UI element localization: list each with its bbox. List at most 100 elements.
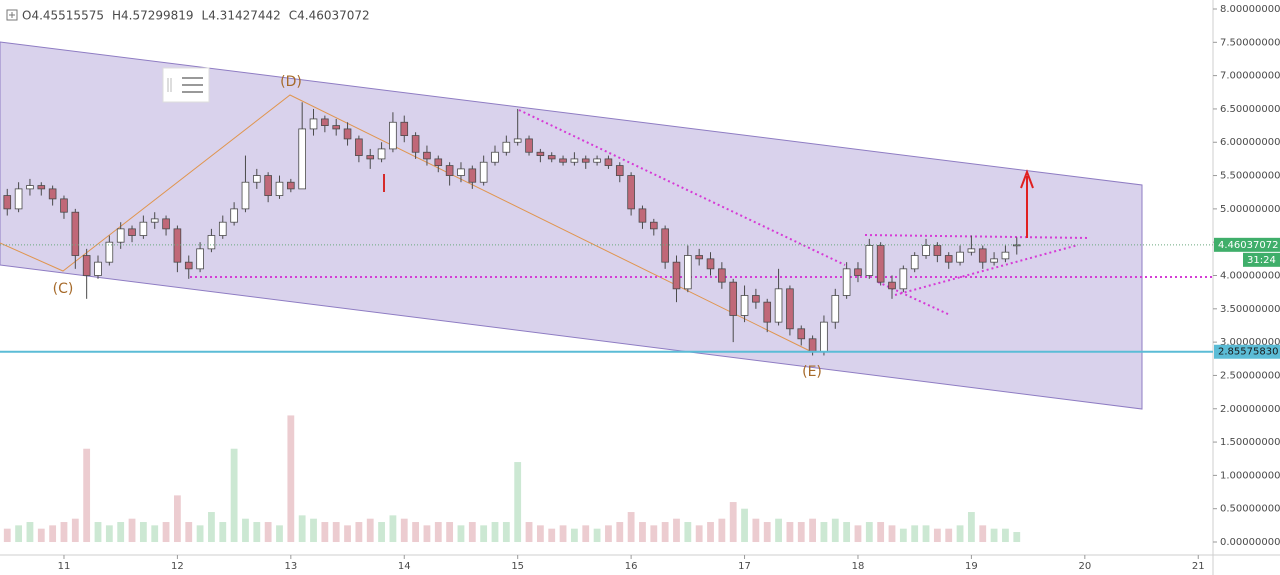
volume-bar: [718, 518, 726, 543]
candle-body: [831, 295, 840, 323]
countdown-badge: [1243, 252, 1280, 267]
volume-bar: [673, 518, 680, 543]
volume-bar: [695, 525, 703, 543]
volume-bar: [707, 522, 714, 543]
y-tick-label: 3.50000000: [1220, 304, 1280, 315]
candle-body: [547, 155, 556, 160]
candle-body: [513, 138, 522, 143]
volume-bar: [298, 515, 306, 543]
candle-body: [627, 175, 635, 210]
volume-bar: [253, 522, 261, 543]
volume-bar: [400, 518, 408, 543]
toolbox[interactable]: [162, 67, 210, 103]
x-tick-label: 12: [171, 561, 184, 572]
candle-body: [740, 295, 749, 316]
volume-bar: [559, 525, 567, 543]
ohlc-value: O4.45515575: [22, 9, 104, 23]
candle-body: [37, 185, 46, 190]
volume-bar: [15, 525, 23, 543]
x-tick-label: 16: [625, 561, 638, 572]
volume-bar: [117, 522, 125, 543]
price-badge-label: 2.85575830: [1218, 347, 1278, 358]
candle-body: [842, 268, 851, 296]
volume-bar: [741, 508, 748, 543]
wave-label: (E): [802, 364, 822, 380]
y-tick-label: 2.50000000: [1220, 370, 1280, 381]
volume-bar: [899, 528, 907, 543]
candle-body: [967, 248, 976, 253]
drag-handle: [167, 78, 172, 92]
volume-bar: [310, 518, 317, 543]
candle-body: [162, 218, 170, 230]
candle-body: [525, 138, 533, 153]
candle-body: [60, 198, 68, 213]
collapse-button[interactable]: [6, 9, 18, 21]
volume-bar: [650, 525, 658, 543]
y-tick-label: 0.50000000: [1220, 504, 1280, 515]
candle-body: [48, 188, 57, 200]
volume-bar: [128, 518, 136, 543]
volume-bar: [502, 522, 510, 543]
candle-body: [672, 261, 681, 290]
x-tick-label: 15: [511, 561, 524, 572]
volume-bar: [219, 522, 227, 543]
candle-body: [389, 121, 397, 150]
volume-bar: [979, 525, 987, 543]
volume-bar: [752, 518, 760, 543]
wave-label: (D): [280, 74, 302, 90]
volume-bar: [83, 448, 91, 543]
volume-bar: [480, 525, 488, 543]
volume-layer: [3, 415, 1021, 543]
volume-bar: [639, 522, 646, 543]
x-tick-label: 19: [965, 561, 978, 572]
volume-bar: [684, 522, 692, 543]
candle-body: [173, 228, 182, 263]
y-tick-label: 7.00000000: [1220, 71, 1280, 82]
candle-body: [275, 181, 284, 196]
volume-bar: [831, 518, 839, 543]
volume-bar: [173, 495, 181, 543]
volume-bar: [956, 525, 964, 543]
ohlc-value: L4.31427442: [202, 9, 281, 23]
candle-body: [445, 165, 454, 176]
volume-bar: [37, 528, 45, 543]
candle-body: [774, 288, 783, 323]
y-tick-label: 6.50000000: [1220, 104, 1280, 115]
candle-body: [706, 258, 715, 270]
candle-body: [423, 151, 431, 160]
volume-bar: [945, 528, 953, 543]
candle-body: [332, 125, 341, 130]
volume-bar: [865, 522, 873, 543]
volume-bar: [536, 525, 544, 543]
y-tick-label: 5.50000000: [1220, 171, 1280, 182]
y-tick-label: 4.00000000: [1220, 271, 1280, 282]
candles: [3, 102, 1021, 356]
volume-bar: [797, 522, 805, 543]
candle-body: [377, 148, 386, 160]
trend-line: [877, 281, 951, 316]
volume-bar: [162, 522, 170, 543]
candle-body: [3, 195, 12, 210]
volume-bar: [1002, 528, 1009, 543]
candle-body: [729, 281, 738, 316]
wave-label: (C): [53, 281, 74, 297]
candle-body: [128, 228, 136, 236]
settings-icon: [182, 77, 203, 93]
candle-body: [321, 118, 329, 126]
candle-body: [956, 251, 964, 263]
candle-body: [820, 321, 828, 353]
candle-body: [150, 218, 159, 223]
volume-bar: [366, 518, 374, 543]
volume-bar: [49, 525, 57, 543]
ohlc-value: H4.57299819: [112, 9, 194, 23]
y-tick-label: 1.50000000: [1220, 437, 1280, 448]
volume-bar: [990, 528, 998, 543]
candle-body: [82, 255, 91, 276]
ohlc-legend: O4.45515575 H4.57299819 L4.31427442 C4.4603…: [22, 9, 370, 23]
volume-bar: [446, 522, 454, 543]
candle-body: [888, 281, 896, 290]
candle-body: [786, 288, 794, 330]
candle-body: [434, 158, 443, 166]
volume-bar: [276, 525, 283, 543]
